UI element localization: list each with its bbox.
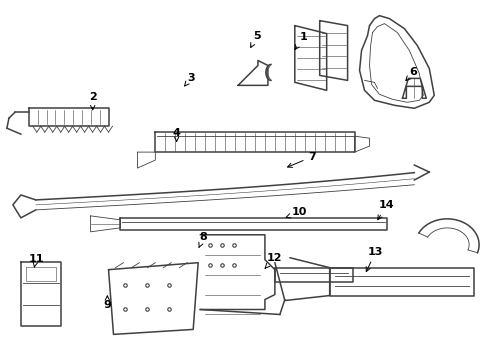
Text: 5: 5 — [251, 31, 261, 48]
Text: 4: 4 — [173, 128, 181, 141]
Text: 12: 12 — [265, 253, 282, 268]
Text: 9: 9 — [103, 296, 111, 310]
Text: 1: 1 — [295, 32, 307, 49]
Text: 10: 10 — [286, 207, 307, 218]
Text: 2: 2 — [89, 92, 97, 110]
Text: 3: 3 — [185, 73, 195, 86]
Text: 14: 14 — [378, 200, 394, 220]
Text: 13: 13 — [366, 247, 384, 271]
Text: 7: 7 — [288, 152, 316, 167]
Text: 6: 6 — [406, 67, 417, 81]
Text: 11: 11 — [28, 254, 44, 267]
Text: 8: 8 — [199, 232, 207, 248]
